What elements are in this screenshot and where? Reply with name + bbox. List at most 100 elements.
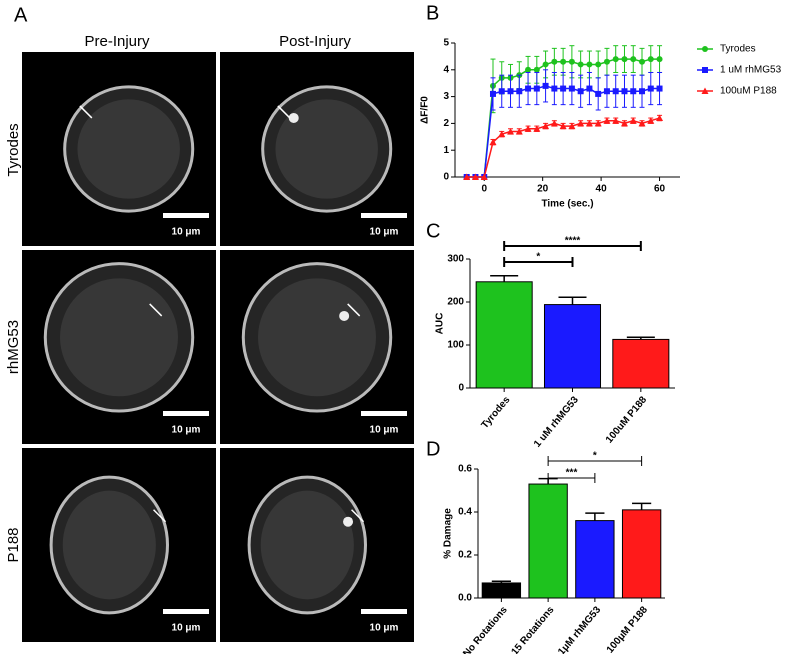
data-point [542, 82, 549, 89]
arrow [79, 105, 93, 119]
legend-marker [702, 67, 708, 73]
data-point [612, 56, 619, 63]
y-tick-label: 200 [447, 297, 464, 308]
scale-bar [163, 411, 209, 416]
arrow [351, 509, 365, 523]
data-point [577, 119, 585, 127]
row-header: rhMG53 [5, 320, 22, 374]
data-point [595, 61, 602, 68]
data-point [568, 85, 575, 92]
data-point [525, 66, 532, 73]
data-point [577, 88, 584, 95]
injury-spot [339, 310, 350, 321]
data-point [586, 85, 593, 92]
data-point [603, 117, 611, 124]
data-point [533, 66, 540, 73]
data-point [629, 117, 637, 124]
arrow [153, 509, 167, 523]
data-point [586, 61, 593, 68]
legend-label: Tyrodes [720, 44, 756, 55]
y-tick-label: 100 [447, 340, 464, 351]
data-point [647, 85, 654, 92]
panel-label: C [426, 220, 440, 242]
scale-bar-label: 10 μm [172, 227, 201, 238]
y-tick-label: 0 [443, 172, 449, 183]
row-header: P188 [5, 527, 22, 562]
data-point [560, 85, 567, 92]
bar [475, 281, 533, 389]
data-point [568, 58, 575, 65]
data-point [463, 173, 471, 180]
panel-label: A [14, 4, 28, 26]
data-point [551, 58, 558, 65]
data-point [594, 119, 602, 127]
y-tick-label: 300 [447, 254, 464, 265]
scale-bar-label: 10 μm [370, 623, 399, 634]
x-tick-label: 0 [481, 184, 487, 195]
x-tick-label: No Rotations [461, 604, 510, 654]
data-point [585, 119, 593, 127]
data-point [560, 58, 567, 65]
data-point [525, 85, 532, 92]
arrow [347, 303, 361, 317]
data-point [551, 85, 558, 92]
data-point [603, 58, 610, 65]
x-tick-label: 1μM rhMG53 [556, 604, 603, 654]
y-tick-label: 0.0 [458, 593, 472, 604]
data-point [612, 117, 620, 124]
cell-interior [260, 490, 354, 600]
scale-bar-label: 10 μm [172, 623, 201, 634]
data-point [507, 88, 514, 95]
data-point [550, 119, 558, 127]
data-point [639, 58, 646, 65]
significance-label: * [536, 252, 540, 263]
data-point [516, 88, 523, 95]
legend-marker [702, 46, 708, 52]
y-axis-label: ΔF/F0 [420, 96, 431, 124]
x-tick-label: 100uM P188 [604, 394, 650, 445]
data-point [559, 122, 567, 130]
data-point [656, 85, 663, 92]
cell-interior [62, 490, 156, 600]
data-point [647, 56, 654, 63]
y-tick-label: 2 [443, 118, 449, 129]
scale-bar [163, 609, 209, 614]
bar [543, 304, 602, 389]
x-tick-label: 20 [537, 184, 549, 195]
y-tick-label: 0.2 [458, 550, 472, 561]
data-point [577, 61, 584, 68]
bar [528, 483, 568, 599]
data-point [647, 117, 655, 124]
x-axis-label: Time (sec.) [541, 199, 593, 210]
cell-interior [258, 278, 376, 397]
data-point [630, 56, 637, 63]
data-point [656, 114, 664, 122]
legend-label: 1 uM rhMG53 [720, 65, 782, 76]
scale-bar-label: 10 μm [370, 425, 399, 436]
data-point [542, 122, 550, 130]
panel-label: D [426, 438, 440, 460]
data-point [620, 119, 628, 127]
data-point [480, 173, 488, 180]
x-tick-label: 15 Rotations [509, 604, 556, 654]
column-header: Post-Injury [279, 33, 351, 50]
arrow [149, 303, 163, 317]
x-tick-label: 100μM P188 [605, 604, 651, 654]
significance-label: *** [566, 468, 578, 479]
x-tick-label: 60 [654, 184, 666, 195]
y-tick-label: 3 [443, 91, 449, 102]
column-header: Pre-Injury [84, 33, 150, 50]
data-point [656, 56, 663, 63]
data-point [621, 88, 628, 95]
legend-marker [701, 87, 709, 94]
data-point [639, 88, 646, 95]
significance-label: **** [565, 236, 581, 247]
x-tick-label: 1 uM rhMG53 [532, 394, 581, 450]
data-point [471, 173, 479, 180]
data-point [533, 125, 541, 132]
cell-interior [275, 99, 378, 199]
data-point [498, 130, 506, 138]
data-point [621, 56, 628, 63]
y-tick-label: 1 [443, 145, 449, 156]
y-tick-label: 0 [458, 383, 464, 394]
